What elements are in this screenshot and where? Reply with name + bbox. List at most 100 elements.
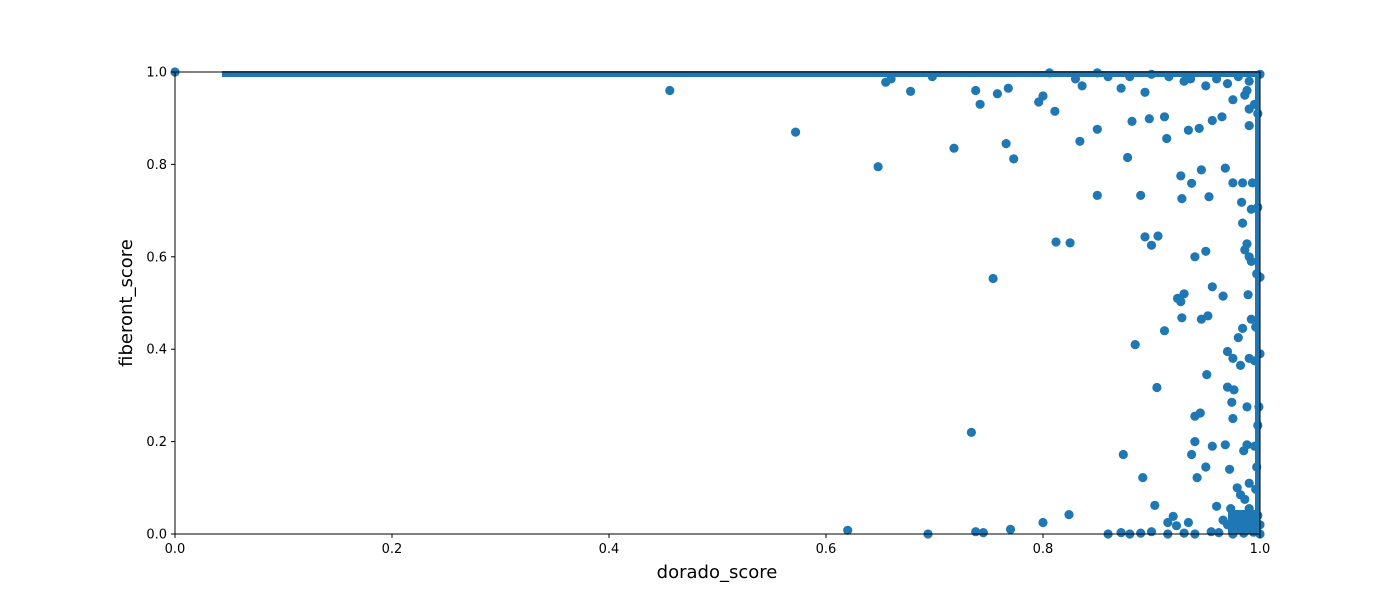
scatter-point (906, 86, 916, 96)
scatter-point (843, 525, 853, 535)
scatter-point (1127, 116, 1137, 126)
scatter-point (1240, 494, 1250, 504)
dense-right-band (1255, 72, 1260, 534)
scatter-point (1222, 79, 1233, 89)
scatter-point (1176, 171, 1186, 181)
scatter-point (1177, 194, 1187, 204)
scatter-point (1201, 462, 1211, 472)
scatter-point (1242, 440, 1252, 450)
scatter-point (1242, 402, 1252, 412)
scatter-point (1116, 528, 1126, 538)
scatter-point (1220, 163, 1230, 173)
scatter-point (1228, 413, 1238, 424)
scatter-point (1009, 154, 1019, 164)
scatter-point (1168, 511, 1178, 521)
scatter-point (1207, 441, 1217, 451)
scatter-point (1038, 517, 1048, 528)
scatter-point (1228, 353, 1238, 363)
scatter-point (1246, 314, 1256, 324)
scatter-point (1136, 528, 1146, 538)
scatter-point (1192, 473, 1202, 483)
scatter-point (1005, 524, 1016, 535)
scatter-point (1179, 289, 1189, 299)
scatter-point (1171, 521, 1182, 531)
scatter-point (1152, 382, 1162, 393)
scatter-point (1228, 178, 1238, 188)
scatter-point (1064, 509, 1074, 520)
scatter-point (1243, 290, 1253, 300)
x-tick-label: 0.4 (599, 542, 620, 557)
scatter-point (1118, 449, 1128, 460)
scatter-point (1190, 437, 1200, 447)
x-tick-label: 0.8 (1033, 542, 1054, 557)
scatter-point (1233, 333, 1243, 343)
plot-background (175, 72, 1260, 534)
plot-frame (174, 71, 1261, 535)
scatter-point (1229, 385, 1239, 395)
x-tick-label: 1.0 (1250, 542, 1271, 557)
scatter-point (975, 99, 985, 109)
scatter-point (1183, 517, 1193, 528)
scatter-point (966, 427, 977, 437)
scatter-point (1218, 291, 1228, 301)
scatter-point (1187, 178, 1197, 188)
scatter-point (1144, 114, 1154, 124)
scatter-point (1203, 311, 1213, 321)
scatter-point (1116, 83, 1126, 93)
scatter-point (1177, 313, 1187, 323)
scatter-point (1222, 346, 1233, 357)
scatter-point (1217, 112, 1227, 122)
scatter-point (1207, 282, 1217, 292)
scatter-point (1077, 81, 1087, 91)
y-tick-label: 0.6 (146, 250, 167, 265)
scatter-point (1003, 83, 1013, 93)
scatter-point (1123, 152, 1133, 163)
scatter-point (1138, 473, 1148, 483)
scatter-point (1150, 500, 1160, 510)
scatter-point (791, 127, 801, 137)
x-tick-label: 0.0 (165, 542, 186, 557)
x-tick-label: 0.2 (382, 542, 403, 557)
scatter-point (1162, 133, 1172, 144)
scatter-point (1195, 408, 1205, 418)
scatter-point (1140, 87, 1150, 97)
scatter-point (1140, 232, 1150, 242)
scatter-point (1146, 240, 1157, 250)
scatter-point (1146, 527, 1157, 537)
scatter-point (1244, 121, 1254, 131)
y-axis-ticks: 0.0 0.2 0.4 0.6 0.8 1.0 (146, 66, 175, 543)
scatter-point (1075, 136, 1085, 146)
scatter-point (1176, 297, 1186, 307)
scatter-point (873, 162, 883, 172)
scatter-point (1238, 178, 1248, 188)
scatter-point (1179, 528, 1189, 538)
scatter-point (1050, 106, 1060, 116)
scatter-point (1202, 370, 1212, 380)
scatter-point (1190, 252, 1200, 262)
scatter-point (1225, 464, 1235, 474)
scatter-point (971, 85, 981, 96)
scatter-point (1244, 104, 1254, 114)
y-tick-label: 1.0 (146, 66, 167, 81)
scatter-point (1159, 326, 1170, 336)
scatter-point (1212, 501, 1222, 511)
dense-point-bands (222, 71, 1260, 534)
dense-top-band (222, 71, 1260, 77)
scatter-point (1159, 112, 1170, 122)
scatter-point (1228, 95, 1238, 105)
scatter-point (1201, 246, 1211, 256)
scatter-point (1232, 483, 1242, 493)
scatter-point (1001, 139, 1011, 149)
scatter-point (1227, 397, 1237, 407)
scatter-point (1242, 239, 1252, 249)
y-tick-label: 0.0 (146, 528, 167, 543)
scatter-point (1242, 85, 1252, 96)
y-tick-label: 0.2 (146, 435, 167, 450)
y-axis-label: fiberont_score (116, 239, 137, 367)
scatter-point (1238, 218, 1248, 228)
scatter-point (1051, 237, 1061, 247)
x-axis-label: dorado_score (657, 562, 778, 583)
scatter-point (992, 89, 1003, 99)
scatter-point (1153, 231, 1163, 241)
